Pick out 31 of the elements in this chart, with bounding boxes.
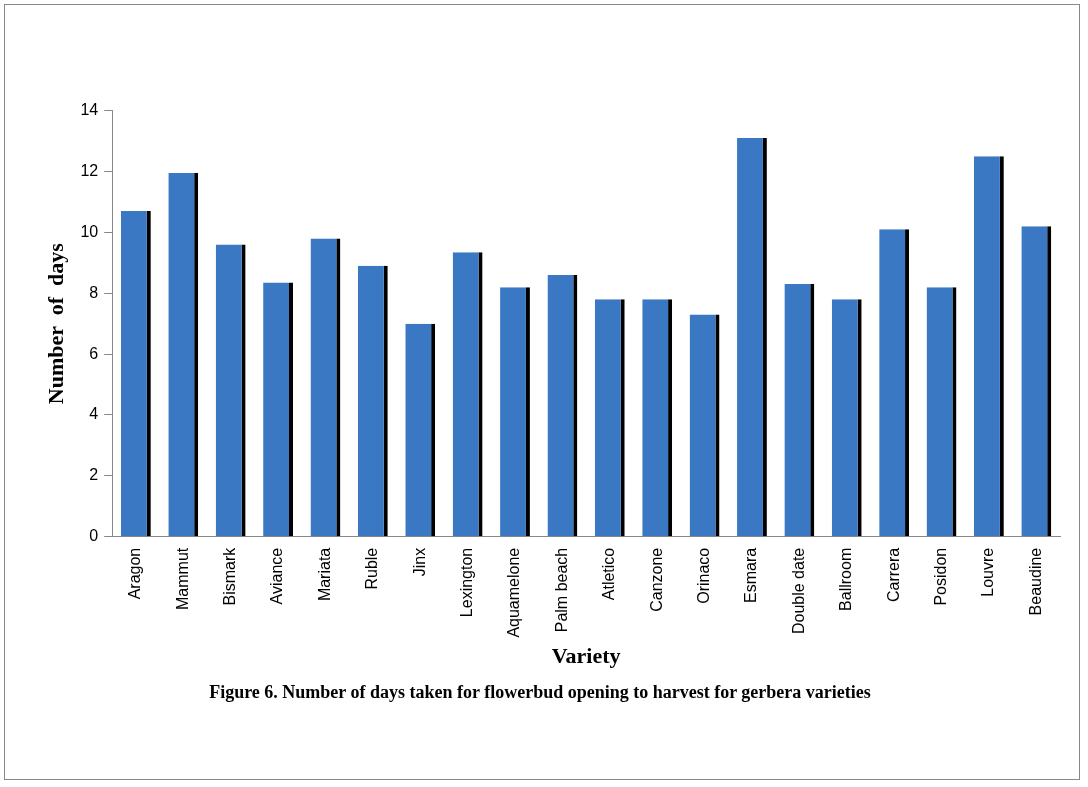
x-tick-label: Ruble bbox=[363, 547, 381, 590]
x-tick-label: Atletico bbox=[600, 547, 618, 601]
x-tick-label: Bismark bbox=[221, 546, 239, 606]
x-tick-label: Aquamelone bbox=[505, 547, 523, 638]
y-tick-label: 6 bbox=[89, 344, 99, 362]
x-tick-label: Ballroom bbox=[837, 547, 855, 611]
x-tick-label: Double date bbox=[789, 547, 807, 635]
y-tick-label: 14 bbox=[80, 101, 99, 119]
text: Figure 6. Number of days taken for flowerbud opening to harvest for gerbera varieties bbox=[208, 681, 872, 704]
x-tick-label: Beaudine bbox=[1026, 547, 1044, 616]
y-tick-label: 2 bbox=[89, 466, 99, 484]
x-tick-label: Posidon bbox=[931, 547, 949, 606]
x-tick-label: Mariata bbox=[315, 547, 333, 602]
x-tick-label: Mammut bbox=[173, 547, 191, 610]
x-tick-label: Esmara bbox=[742, 547, 760, 603]
y-tick-label: 4 bbox=[89, 405, 99, 423]
x-tick-label: Orinaco bbox=[694, 547, 712, 604]
x-tick-label: Lexington bbox=[458, 547, 476, 618]
y-tick-label: 8 bbox=[89, 283, 99, 301]
x-tick-label: Aragon bbox=[126, 547, 144, 600]
y-tick-label: 0 bbox=[89, 527, 99, 545]
x-axis-title: Variety bbox=[551, 643, 621, 669]
x-tick-label: Canzone bbox=[647, 547, 665, 612]
x-tick-label: Aviance bbox=[268, 547, 286, 605]
y-axis-title: Number of days bbox=[42, 242, 68, 405]
x-tick-label: Palm beach bbox=[552, 547, 570, 633]
x-tick-label: Jinx bbox=[410, 547, 428, 577]
x-tick-label: Louvre bbox=[979, 547, 997, 597]
x-tick-label: Carrera bbox=[884, 547, 902, 602]
y-tick-label: 10 bbox=[80, 222, 99, 240]
y-tick-label: 12 bbox=[80, 161, 99, 179]
